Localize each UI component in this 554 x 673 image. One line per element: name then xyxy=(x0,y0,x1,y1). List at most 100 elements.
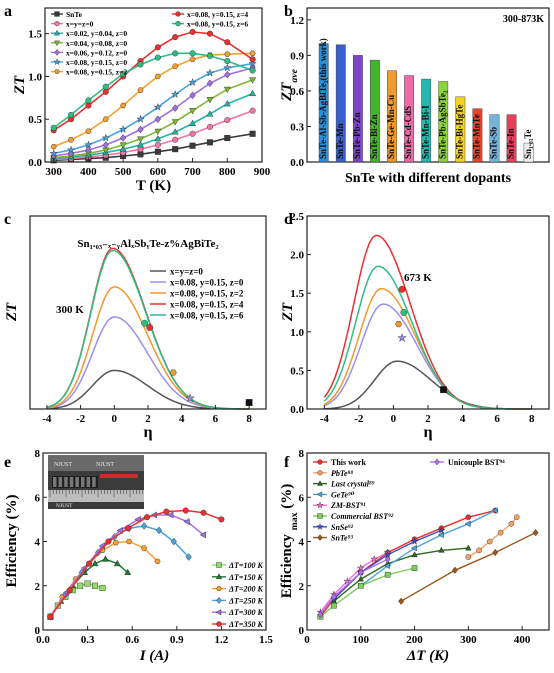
legend-marker xyxy=(54,11,60,17)
legend-label: ΔT=250 K xyxy=(228,596,263,605)
legend-label: Last crystal⁸⁹ xyxy=(330,480,375,489)
legend-marker xyxy=(216,562,222,568)
legend-label: x=0.08, y=0.15, z=0 xyxy=(66,58,127,67)
y-tick-label: 4 xyxy=(35,537,41,549)
series-line xyxy=(49,514,205,618)
data-point xyxy=(464,520,471,528)
x-tick-label: 0 xyxy=(391,413,397,425)
data-point xyxy=(172,34,179,41)
bar xyxy=(438,81,449,163)
y-tick-label: 8 xyxy=(299,448,305,460)
x-tick-label: 6 xyxy=(213,413,219,425)
data-point xyxy=(206,97,214,104)
series-line-group xyxy=(398,529,539,605)
y-tick-label: 8 xyxy=(35,448,41,460)
panel-letter: b xyxy=(284,3,293,20)
annotation: 300 K xyxy=(56,304,84,316)
bar-label: SnTe-In xyxy=(506,128,516,159)
data-point xyxy=(172,63,179,69)
series-line xyxy=(49,509,222,618)
data-point xyxy=(167,511,174,519)
te-leg xyxy=(92,477,96,487)
data-point xyxy=(249,130,256,137)
series-line xyxy=(333,547,469,602)
data-point xyxy=(172,104,179,112)
bar-label: SnTe-Pb-AgSbTe₂ xyxy=(437,90,447,159)
data-point xyxy=(154,44,161,51)
series-line xyxy=(46,369,250,410)
y-tick-label: 1.0 xyxy=(28,71,42,83)
data-point xyxy=(437,526,446,534)
data-point xyxy=(440,386,447,394)
y-tick-label: 2 xyxy=(299,581,305,593)
y-axis-label: ZT xyxy=(4,302,20,322)
y-tick-label: 1.2 xyxy=(290,15,304,27)
photo-label: NJUST xyxy=(96,462,114,468)
data-point xyxy=(91,559,99,567)
data-point xyxy=(172,50,179,57)
legend-label: SnTe xyxy=(66,10,83,19)
legend-marker xyxy=(316,501,324,509)
y-tick-label: 0.5 xyxy=(290,365,304,377)
bar xyxy=(421,78,432,163)
annotation: 673 K xyxy=(404,272,432,284)
bar-label: SnTe-MnTe xyxy=(472,114,482,159)
device-photo-inset: NJUST NJUST NJUST xyxy=(48,455,144,509)
bar xyxy=(489,114,500,163)
legend-label: x=0.08, y=0.15, z=4 xyxy=(187,10,248,19)
data-point xyxy=(248,59,257,68)
bar xyxy=(335,44,346,163)
y-tick-label: 0.0 xyxy=(28,157,42,169)
panel-d: d -4 -2 0 2 4 6 8 0.0 0.5 1.0 1.5 2.0 2.5 673 K η ZT xyxy=(280,211,550,441)
bar xyxy=(370,59,380,163)
legend-marker xyxy=(316,491,323,498)
x-tick-label: 0.6 xyxy=(125,634,139,646)
te-leg xyxy=(64,477,68,487)
x-tick-label: 600 xyxy=(150,166,167,178)
x-axis-label: SnTe with different dopants xyxy=(345,171,512,186)
data-point xyxy=(206,110,214,117)
data-point xyxy=(85,128,92,134)
y-axis-label: ZT xyxy=(12,75,28,95)
panel-e: e 0.0 0.3 0.6 0.9 1.2 1.5 0 2 4 6 8 I (A) Efficiency … xyxy=(4,448,273,664)
data-point xyxy=(66,587,73,594)
data-point xyxy=(102,88,109,95)
data-point xyxy=(206,52,213,59)
legend-marker xyxy=(54,40,60,47)
data-point xyxy=(398,285,406,293)
data-point xyxy=(476,547,482,554)
legend-marker xyxy=(434,458,440,466)
data-point xyxy=(102,83,109,90)
bar xyxy=(404,75,414,163)
data-point xyxy=(137,136,144,143)
chart-title: Sn₁.₀₃₋ₓ₋ᵧAlₓSbᵧTe-z%AgBiTe₂ xyxy=(77,238,219,250)
photo-label: NJUST xyxy=(54,462,72,468)
series-line-group xyxy=(47,522,192,621)
data-point xyxy=(49,149,58,158)
data-point xyxy=(189,50,196,57)
x-axis-label: T (K) xyxy=(136,178,171,194)
legend-marker xyxy=(54,69,60,74)
data-point xyxy=(331,593,337,601)
data-point xyxy=(465,544,472,551)
x-axis-label: ΔT (K) xyxy=(406,648,449,664)
x-tick-label: 400 xyxy=(80,166,97,178)
x-axis-label: I (A) xyxy=(139,648,170,664)
y-axis-label-part: ZT xyxy=(12,75,28,95)
legend-marker xyxy=(54,21,60,27)
series-line xyxy=(53,92,253,160)
x-tick-label: 400 xyxy=(514,634,531,646)
legend-label: x=0.06, y=0.12, z=0 xyxy=(66,48,127,57)
data-point xyxy=(189,56,196,62)
x-tick-label: 8 xyxy=(529,413,535,425)
x-tick-label: -2 xyxy=(354,413,364,425)
y-axis-label-part: ZT xyxy=(4,302,20,322)
data-point xyxy=(249,50,256,56)
data-point xyxy=(154,73,161,80)
y-tick-label: 2.5 xyxy=(290,211,304,223)
bar-label: SnTe-Bi-HgTe xyxy=(454,105,464,159)
data-point xyxy=(206,30,213,37)
data-point xyxy=(50,143,57,150)
y-tick-label: 0.0 xyxy=(290,157,304,169)
